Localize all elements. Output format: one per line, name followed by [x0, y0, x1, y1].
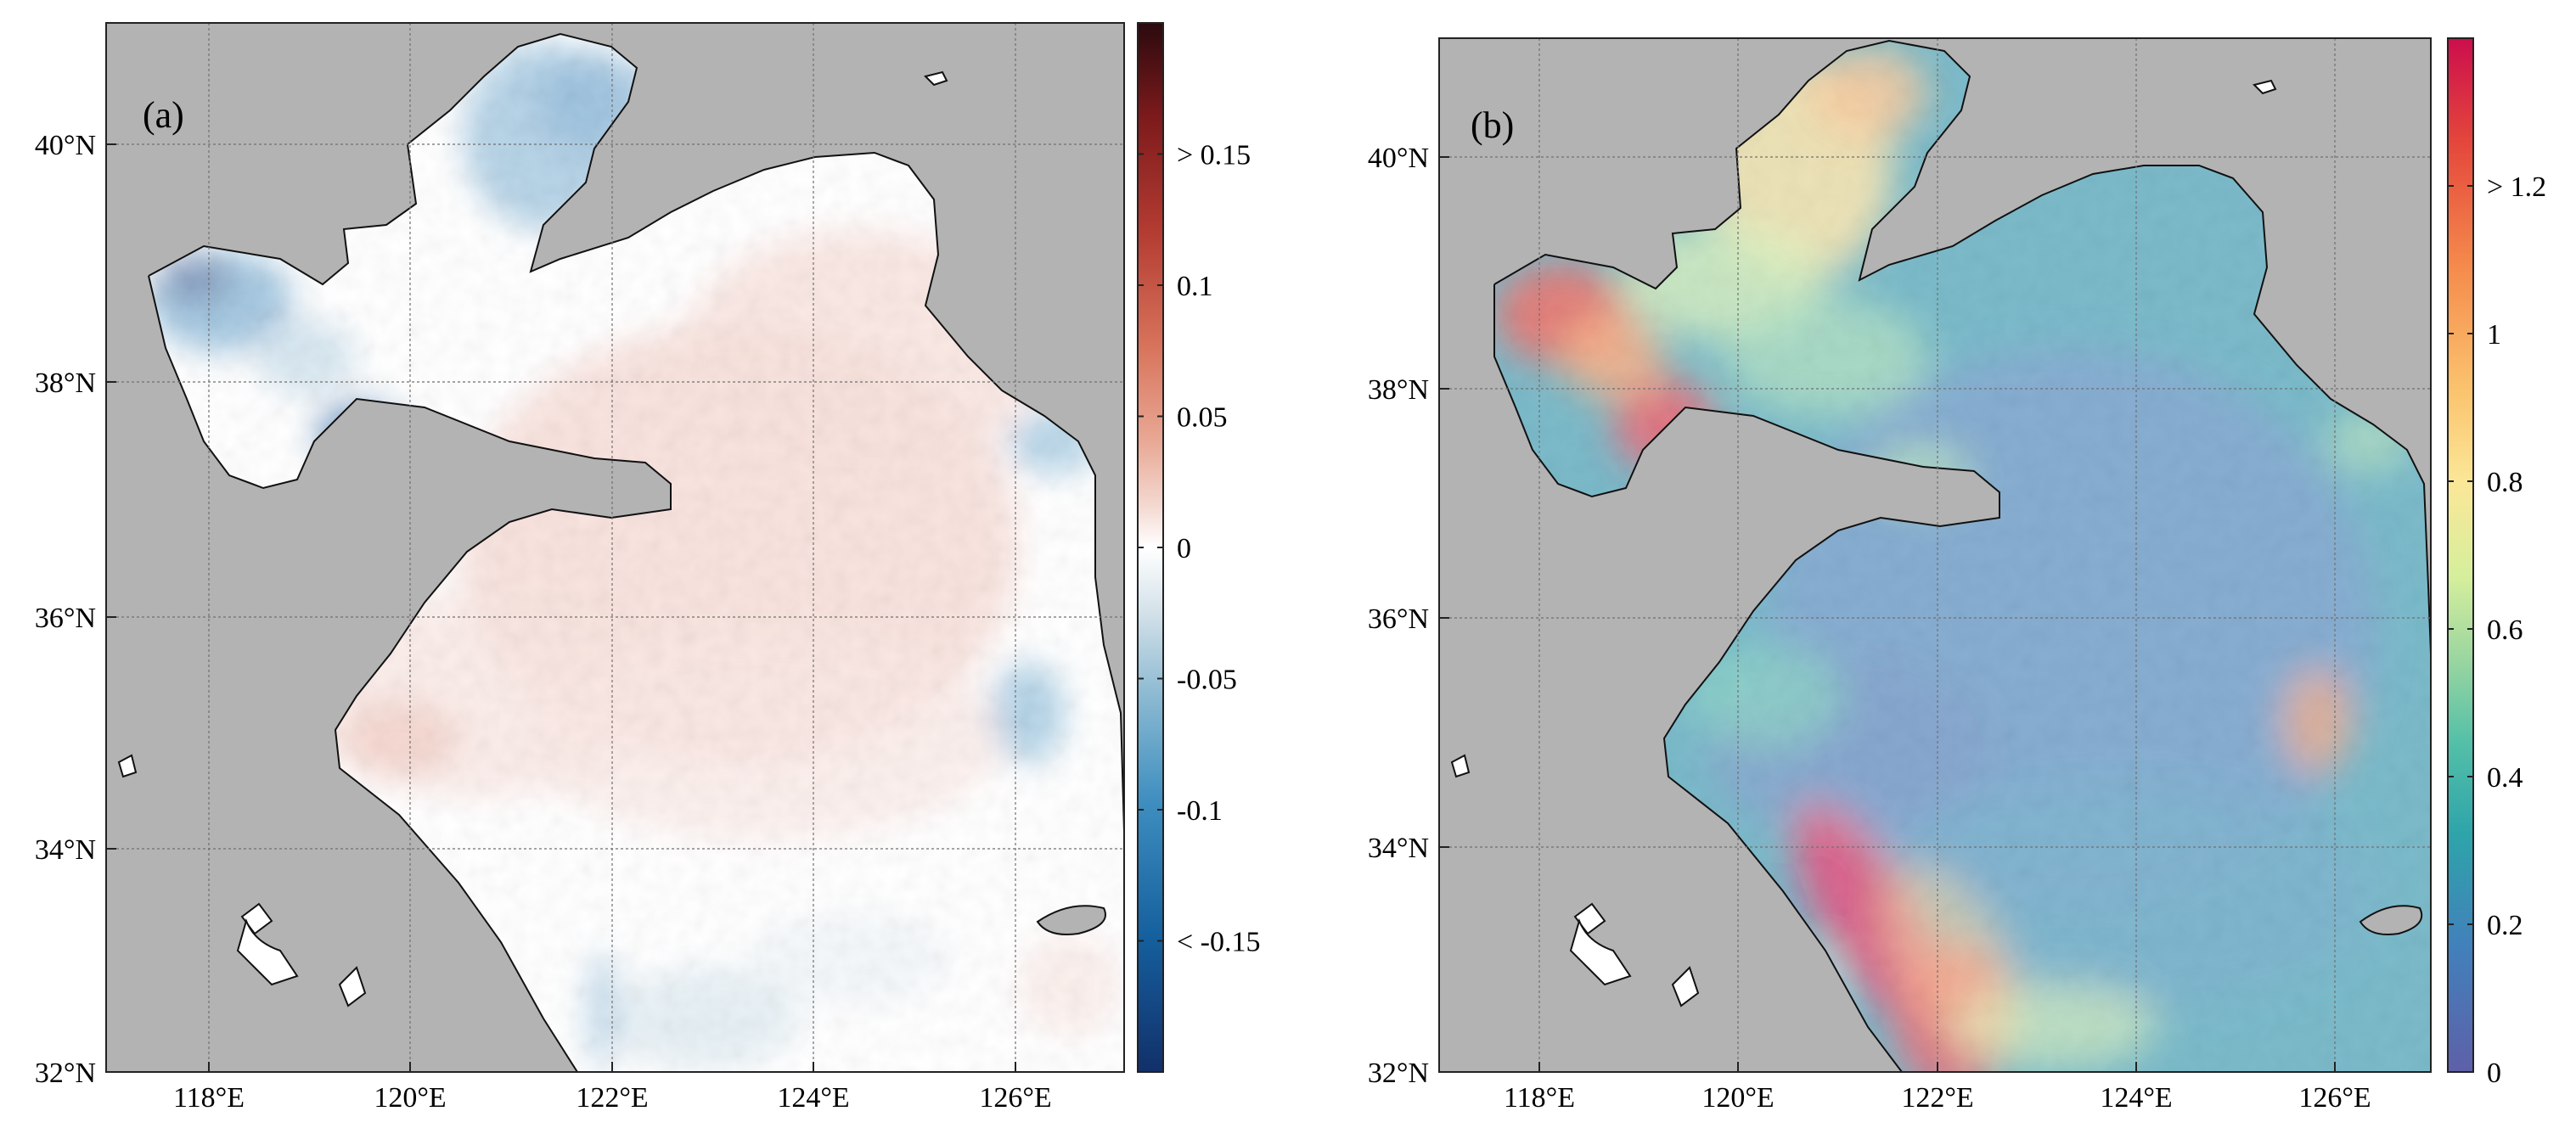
x-tick-label: 124°E [777, 1082, 849, 1114]
x-tick-label: 122°E [1901, 1082, 1973, 1114]
colorbar-tick-label: > 1.2 [2487, 171, 2546, 203]
panel-a-y-tick-labels: 32°N 34°N 36°N 38°N 40°N [35, 130, 96, 1089]
colorbar-tick-label: -0.1 [1177, 795, 1223, 827]
panel-a: (a) 118°E 120°E 122°E 124°E 126°E 32°N 3… [35, 22, 1261, 1114]
x-tick-label: 120°E [1701, 1082, 1774, 1114]
panel-b: (b) 118°E 120°E 122°E 124°E 126°E 32°N 3… [1368, 37, 2546, 1114]
colorbar-tick-label: 0.2 [2487, 910, 2523, 941]
y-tick-label: 32°N [1368, 1058, 1429, 1089]
y-tick-label: 38°N [1368, 374, 1429, 406]
colorbar-b-ticks: > 1.2 1 0.8 0.6 0.4 0.2 0 [2448, 171, 2546, 1089]
colorbar-a-ticks: > 0.15 0.1 0.05 0 -0.05 -0.1 < -0.15 [1138, 140, 1261, 958]
x-tick-label: 122°E [576, 1082, 648, 1114]
x-tick-label: 120°E [374, 1082, 446, 1114]
panel-a-colorbar: > 0.15 0.1 0.05 0 -0.05 -0.1 < -0.15 [1137, 22, 1261, 1073]
x-tick-label: 126°E [2298, 1082, 2371, 1114]
y-tick-label: 40°N [1368, 143, 1429, 174]
colorbar-tick-label: 0 [1177, 533, 1191, 564]
colorbar-tick-label: 0.05 [1177, 402, 1228, 434]
y-tick-label: 38°N [35, 368, 96, 399]
panel-b-colorbar: > 1.2 1 0.8 0.6 0.4 0.2 0 [2447, 37, 2546, 1089]
y-tick-label: 32°N [35, 1058, 96, 1089]
panel-b-frame [1438, 37, 2432, 1073]
colorbar-tick-label: < -0.15 [1177, 927, 1261, 958]
colorbar-b-bar [2447, 37, 2474, 1073]
panel-b-gridlines [1439, 38, 2431, 1072]
x-tick-label: 118°E [173, 1082, 245, 1114]
y-tick-label: 34°N [1368, 833, 1429, 864]
colorbar-tick-label: 0.6 [2487, 615, 2523, 646]
colorbar-tick-label: 0.1 [1177, 271, 1213, 302]
panel-a-x-tick-labels: 118°E 120°E 122°E 124°E 126°E [173, 1082, 1052, 1114]
panel-a-frame [105, 22, 1125, 1073]
panel-b-islands [1450, 79, 2423, 1007]
panel-a-coastline [148, 32, 1125, 1073]
x-tick-label: 118°E [1504, 1082, 1575, 1114]
x-tick-label: 126°E [979, 1082, 1051, 1114]
y-tick-label: 40°N [35, 130, 96, 161]
colorbar-tick-label: 1 [2487, 319, 2501, 351]
colorbar-tick-label: 0.4 [2487, 762, 2523, 794]
y-tick-label: 36°N [1368, 603, 1429, 635]
panel-b-ticks [1439, 156, 2336, 1073]
panel-b-label: (b) [1471, 104, 1514, 146]
panel-a-islands [117, 70, 1106, 1007]
panel-a-gridlines [106, 23, 1124, 1072]
colorbar-tick-label: 0 [2487, 1058, 2501, 1089]
panel-b-y-tick-labels: 32°N 34°N 36°N 38°N 40°N [1368, 143, 1429, 1089]
panel-b-x-tick-labels: 118°E 120°E 122°E 124°E 126°E [1504, 1082, 2371, 1114]
colorbar-tick-label: > 0.15 [1177, 140, 1251, 171]
colorbar-tick-label: 0.8 [2487, 467, 2523, 498]
x-tick-label: 124°E [2100, 1082, 2172, 1114]
panel-a-label: (a) [143, 94, 184, 136]
panel-b-coastline [1493, 39, 2432, 1073]
y-tick-label: 34°N [35, 834, 96, 866]
panel-a-ticks [106, 143, 1016, 1073]
y-tick-label: 36°N [35, 603, 96, 634]
colorbar-tick-label: -0.05 [1177, 665, 1237, 696]
